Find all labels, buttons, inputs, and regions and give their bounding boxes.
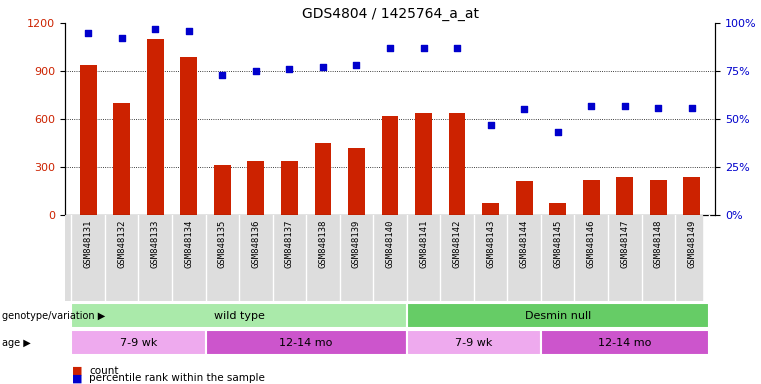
- Point: [183, 28, 195, 34]
- Text: 12-14 mo: 12-14 mo: [279, 338, 333, 348]
- Point: [250, 68, 262, 74]
- Text: GSM848139: GSM848139: [352, 219, 361, 268]
- Point: [518, 106, 530, 113]
- Point: [686, 104, 698, 111]
- Point: [652, 104, 664, 111]
- Bar: [180, 56, 197, 215]
- Bar: [683, 177, 700, 215]
- Point: [82, 30, 94, 36]
- Text: GSM848136: GSM848136: [251, 219, 260, 268]
- Point: [350, 62, 362, 68]
- Bar: [381, 116, 399, 215]
- Title: GDS4804 / 1425764_a_at: GDS4804 / 1425764_a_at: [301, 7, 479, 21]
- Bar: [482, 203, 499, 215]
- Text: GSM848140: GSM848140: [386, 219, 394, 268]
- Text: 7-9 wk: 7-9 wk: [455, 338, 492, 348]
- Text: ■: ■: [72, 373, 83, 383]
- Bar: [516, 182, 533, 215]
- Point: [418, 45, 430, 51]
- Bar: [650, 180, 667, 215]
- Text: GSM848132: GSM848132: [117, 219, 126, 268]
- Bar: [205, 330, 407, 355]
- Point: [585, 103, 597, 109]
- Text: ■: ■: [72, 366, 83, 376]
- Text: GSM848147: GSM848147: [620, 219, 629, 268]
- Bar: [583, 180, 600, 215]
- Point: [485, 122, 497, 128]
- Text: count: count: [89, 366, 119, 376]
- Point: [283, 66, 295, 72]
- Point: [317, 64, 329, 70]
- Bar: [449, 113, 466, 215]
- Text: GSM848138: GSM848138: [318, 219, 327, 268]
- Bar: [247, 161, 264, 215]
- Text: 7-9 wk: 7-9 wk: [119, 338, 158, 348]
- Text: GSM848149: GSM848149: [687, 219, 696, 268]
- Text: Desmin null: Desmin null: [524, 311, 591, 321]
- Text: wild type: wild type: [214, 311, 265, 321]
- Text: GSM848143: GSM848143: [486, 219, 495, 268]
- Point: [384, 45, 396, 51]
- Point: [216, 72, 228, 78]
- Bar: [281, 161, 298, 215]
- Bar: [348, 148, 365, 215]
- Bar: [407, 330, 541, 355]
- Point: [116, 35, 128, 41]
- Text: GSM848146: GSM848146: [587, 219, 596, 268]
- Point: [451, 45, 463, 51]
- Bar: [72, 330, 205, 355]
- Point: [552, 129, 564, 136]
- Text: GSM848131: GSM848131: [84, 219, 93, 268]
- Text: GSM848133: GSM848133: [151, 219, 160, 268]
- Text: GSM848148: GSM848148: [654, 219, 663, 268]
- Text: genotype/variation ▶: genotype/variation ▶: [2, 311, 105, 321]
- Text: GSM848141: GSM848141: [419, 219, 428, 268]
- Text: GSM848135: GSM848135: [218, 219, 227, 268]
- Text: GSM848142: GSM848142: [453, 219, 462, 268]
- Bar: [541, 330, 708, 355]
- Bar: [549, 203, 566, 215]
- Bar: [314, 143, 331, 215]
- Text: GSM848137: GSM848137: [285, 219, 294, 268]
- Text: age ▶: age ▶: [2, 338, 30, 348]
- Bar: [407, 303, 708, 328]
- Bar: [80, 65, 97, 215]
- Point: [619, 103, 631, 109]
- Text: percentile rank within the sample: percentile rank within the sample: [89, 373, 265, 383]
- Bar: [147, 39, 164, 215]
- Text: GSM848144: GSM848144: [520, 219, 529, 268]
- Text: GSM848145: GSM848145: [553, 219, 562, 268]
- Text: GSM848134: GSM848134: [184, 219, 193, 268]
- Bar: [416, 113, 432, 215]
- Point: [149, 26, 161, 32]
- Bar: [113, 103, 130, 215]
- Text: 12-14 mo: 12-14 mo: [598, 338, 651, 348]
- Bar: [616, 177, 633, 215]
- Bar: [214, 166, 231, 215]
- Bar: [72, 303, 407, 328]
